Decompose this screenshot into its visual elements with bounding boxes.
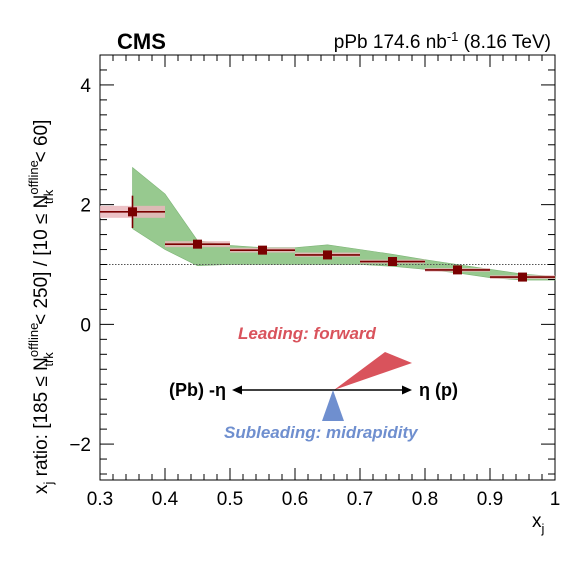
marker-layer (128, 207, 527, 282)
tick-layer (99, 54, 556, 480)
experiment-label: CMS (117, 29, 166, 54)
plot-frame (99, 54, 556, 481)
eta-left-label: (Pb) -η (169, 380, 226, 400)
eta-axis-right-arrowhead (402, 385, 412, 395)
x-tick-label: 0.9 (477, 489, 503, 510)
x-axis-label: xj (532, 511, 545, 536)
x-tick-label: 0.5 (217, 489, 243, 510)
y-tick-label: 4 (80, 76, 91, 97)
x-tick-label: 0.6 (282, 489, 308, 510)
lumi-label: pPb 174.6 nb-1 (8.16 TeV) (334, 29, 551, 53)
data-point-4 (388, 257, 397, 267)
subleading-label: Subleading: midrapidity (224, 423, 419, 442)
data-point-6 (518, 272, 527, 282)
eta-right-label: η (p) (419, 380, 458, 400)
data-point-1 (193, 239, 202, 249)
x-tick-label: 0.3 (87, 489, 113, 510)
subleading-arrow (322, 390, 344, 421)
model-band (132, 166, 556, 281)
y-axis-label: xj ratio: [185 ≤ Nofflinetrk < 250] / [1… (26, 120, 56, 494)
x-tick-label: 0.8 (412, 489, 438, 510)
tick-label-layer: 0.3 0.4 0.5 0.6 0.7 0.8 0.9 1 −2 0 2 4 (69, 76, 560, 510)
kinematics-inset: Leading: forward (Pb) -η η (p) Subleadin… (169, 324, 458, 442)
leading-arrow (334, 352, 412, 390)
data-point-5 (453, 265, 462, 275)
x-tick-label: 1 (550, 489, 561, 510)
data-point-0 (128, 207, 137, 217)
x-tick-label: 0.4 (152, 489, 179, 510)
x-tick-label: 0.7 (347, 489, 373, 510)
y-tick-label: 2 (80, 196, 91, 217)
y-tick-label: 0 (80, 315, 91, 336)
y-tick-label: −2 (69, 435, 91, 456)
leading-label: Leading: forward (238, 324, 377, 343)
data-point-2 (258, 245, 267, 255)
eta-axis-left-arrowhead (232, 385, 242, 395)
data-point-3 (323, 250, 332, 260)
model-band-layer (132, 166, 556, 281)
